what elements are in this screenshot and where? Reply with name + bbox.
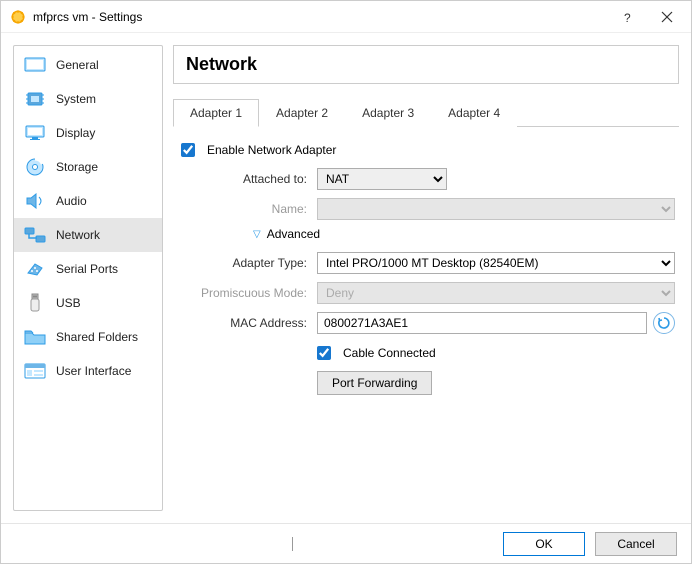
refresh-mac-button[interactable] — [653, 312, 675, 334]
port-fwd-row: Port Forwarding — [177, 371, 675, 395]
usb-icon — [24, 294, 46, 312]
sidebar-item-usb[interactable]: USB — [14, 286, 162, 320]
tab-adapter-3[interactable]: Adapter 3 — [345, 99, 431, 127]
sidebar: General System Display Storage Audio Net… — [13, 45, 163, 511]
enable-adapter-label: Enable Network Adapter — [207, 143, 336, 157]
adapter-type-select[interactable]: Intel PRO/1000 MT Desktop (82540EM) — [317, 252, 675, 274]
app-icon — [9, 8, 27, 26]
help-button[interactable]: ? — [607, 3, 647, 31]
cable-connected-checkbox[interactable] — [317, 346, 331, 360]
sidebar-item-label: Audio — [56, 194, 87, 208]
sidebar-item-network[interactable]: Network — [14, 218, 162, 252]
titlebar: mfprcs vm - Settings ? — [1, 1, 691, 33]
tabstrip: Adapter 1 Adapter 2 Adapter 3 Adapter 4 — [173, 98, 679, 127]
name-row: Name: — [177, 197, 675, 221]
settings-window: mfprcs vm - Settings ? General System Di… — [0, 0, 692, 564]
sidebar-item-label: USB — [56, 296, 81, 310]
general-icon — [24, 56, 46, 74]
window-title: mfprcs vm - Settings — [33, 10, 607, 24]
page-title-box: Network — [173, 45, 679, 84]
cable-connected-label: Cable Connected — [343, 346, 436, 360]
advanced-toggle[interactable]: ▽ Advanced — [177, 227, 675, 241]
attached-to-row: Attached to: NAT — [177, 167, 675, 191]
tab-adapter-2[interactable]: Adapter 2 — [259, 99, 345, 127]
cable-connected-row[interactable]: Cable Connected — [317, 346, 436, 360]
sidebar-item-display[interactable]: Display — [14, 116, 162, 150]
sidebar-item-general[interactable]: General — [14, 48, 162, 82]
svg-text:?: ? — [624, 11, 631, 24]
sidebar-item-serial[interactable]: Serial Ports — [14, 252, 162, 286]
mac-input[interactable] — [317, 312, 647, 334]
sidebar-item-label: Network — [56, 228, 100, 242]
body: General System Display Storage Audio Net… — [1, 33, 691, 523]
enable-adapter-checkbox[interactable] — [181, 143, 195, 157]
promiscuous-label: Promiscuous Mode: — [177, 286, 317, 300]
folder-icon — [24, 328, 46, 346]
promiscuous-select: Deny — [317, 282, 675, 304]
sidebar-item-label: Display — [56, 126, 95, 140]
sidebar-item-system[interactable]: System — [14, 82, 162, 116]
sidebar-item-label: Serial Ports — [56, 262, 118, 276]
tab-adapter-1[interactable]: Adapter 1 — [173, 99, 259, 127]
cable-row: Cable Connected — [177, 341, 675, 365]
sidebar-item-audio[interactable]: Audio — [14, 184, 162, 218]
ok-button[interactable]: OK — [503, 532, 585, 556]
attached-to-select[interactable]: NAT — [317, 168, 447, 190]
name-label: Name: — [177, 202, 317, 216]
promiscuous-row: Promiscuous Mode: Deny — [177, 281, 675, 305]
footer-divider — [292, 537, 293, 551]
system-icon — [24, 90, 46, 108]
chevron-down-icon: ▽ — [253, 229, 261, 240]
sidebar-item-label: General — [56, 58, 99, 72]
ui-icon — [24, 362, 46, 380]
serial-icon — [24, 260, 46, 278]
audio-icon — [24, 192, 46, 210]
cancel-button[interactable]: Cancel — [595, 532, 677, 556]
refresh-icon — [657, 316, 671, 330]
sidebar-item-ui[interactable]: User Interface — [14, 354, 162, 388]
name-select — [317, 198, 675, 220]
storage-icon — [24, 158, 46, 176]
close-button[interactable] — [647, 3, 687, 31]
sidebar-item-label: Shared Folders — [56, 330, 138, 344]
sidebar-item-storage[interactable]: Storage — [14, 150, 162, 184]
main-panel: Network Adapter 1 Adapter 2 Adapter 3 Ad… — [173, 45, 679, 511]
sidebar-item-label: Storage — [56, 160, 98, 174]
sidebar-item-shared[interactable]: Shared Folders — [14, 320, 162, 354]
tab-adapter-4[interactable]: Adapter 4 — [431, 99, 517, 127]
display-icon — [24, 124, 46, 142]
mac-label: MAC Address: — [177, 316, 317, 330]
form-area: Enable Network Adapter Attached to: NAT … — [173, 127, 679, 405]
sidebar-item-label: User Interface — [56, 364, 131, 378]
adapter-type-row: Adapter Type: Intel PRO/1000 MT Desktop … — [177, 251, 675, 275]
port-forwarding-button[interactable]: Port Forwarding — [317, 371, 432, 395]
enable-adapter-row[interactable]: Enable Network Adapter — [177, 143, 675, 157]
advanced-label: Advanced — [267, 227, 320, 241]
page-title: Network — [186, 54, 666, 75]
attached-to-label: Attached to: — [177, 172, 317, 186]
mac-row: MAC Address: — [177, 311, 675, 335]
adapter-type-label: Adapter Type: — [177, 256, 317, 270]
footer: OK Cancel — [1, 523, 691, 563]
sidebar-item-label: System — [56, 92, 96, 106]
network-icon — [24, 226, 46, 244]
